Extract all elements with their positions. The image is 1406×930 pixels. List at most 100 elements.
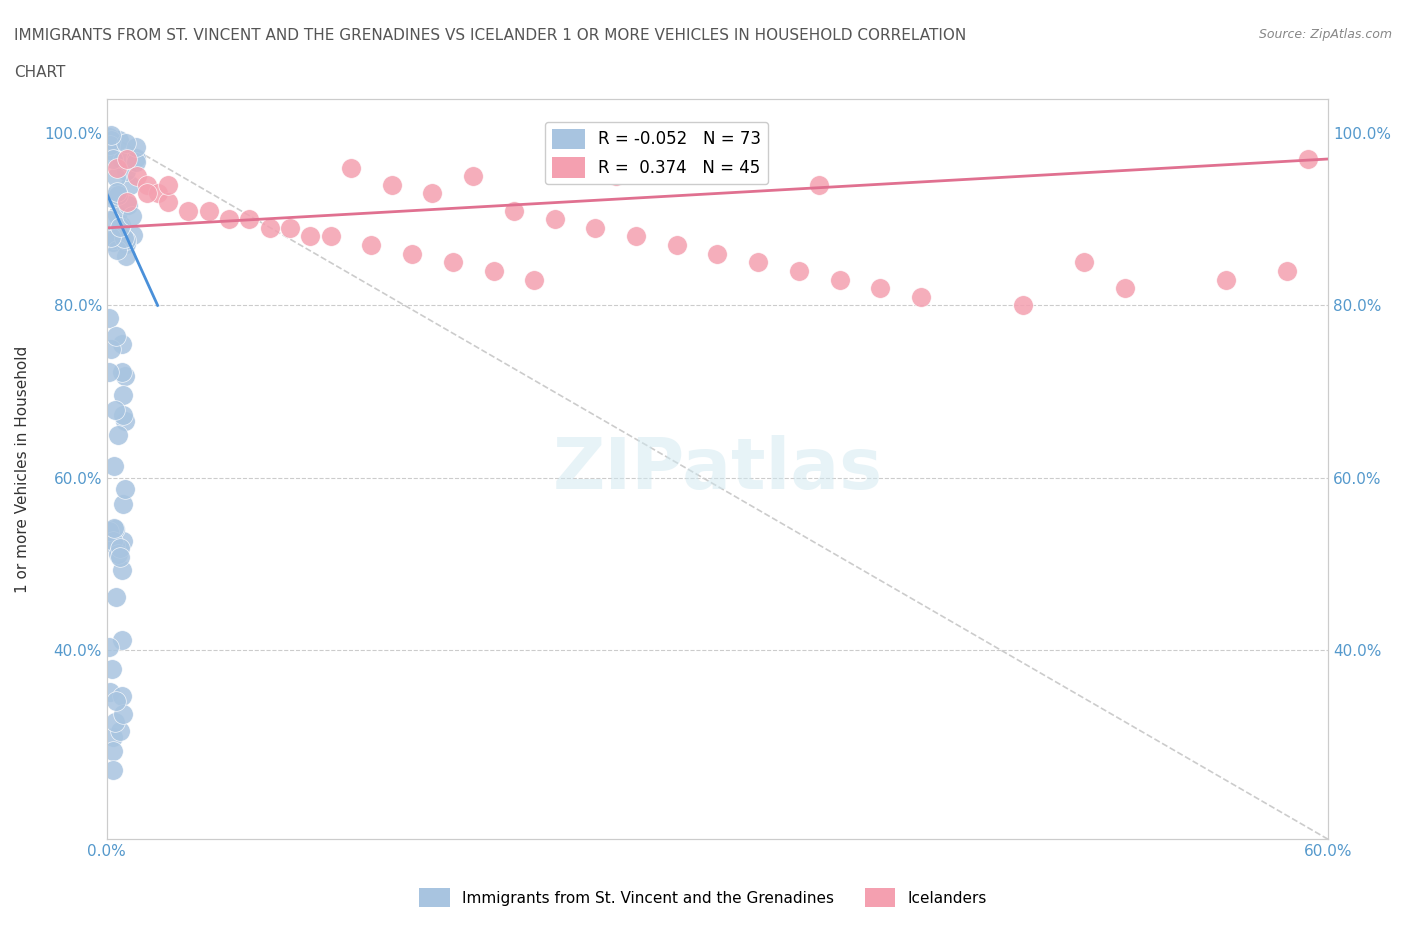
Point: [100, 143, 122, 158]
Point: [103, 403, 125, 418]
Point: [1011, 298, 1033, 312]
Text: ZIPatlas: ZIPatlas: [553, 434, 883, 503]
Point: [125, 151, 148, 166]
Point: [108, 132, 131, 147]
Point: [107, 547, 129, 562]
Point: [218, 212, 240, 227]
Point: [111, 337, 134, 352]
Point: [482, 263, 505, 278]
Point: [114, 136, 136, 151]
Point: [110, 724, 132, 738]
Point: [104, 714, 127, 729]
Point: [104, 522, 127, 537]
Point: [105, 169, 128, 184]
Point: [422, 186, 444, 201]
Point: [103, 234, 125, 249]
Point: [156, 194, 179, 209]
Point: [114, 368, 136, 383]
Point: [605, 168, 627, 183]
Point: [1277, 263, 1299, 278]
Point: [115, 152, 138, 166]
Point: [103, 458, 125, 473]
Point: [105, 160, 128, 175]
Point: [441, 255, 464, 270]
Point: [115, 237, 138, 252]
Point: [100, 127, 122, 142]
Legend: R = -0.052   N = 73, R =  0.374   N = 45: R = -0.052 N = 73, R = 0.374 N = 45: [546, 122, 768, 184]
Point: [125, 154, 148, 169]
Point: [103, 521, 125, 536]
Point: [104, 538, 127, 552]
Point: [103, 232, 125, 246]
Point: [105, 590, 128, 604]
Point: [747, 255, 769, 270]
Point: [98, 138, 121, 153]
Point: [583, 220, 606, 235]
Point: [124, 140, 146, 154]
Text: Source: ZipAtlas.com: Source: ZipAtlas.com: [1258, 28, 1392, 41]
Point: [101, 152, 124, 166]
Point: [115, 164, 138, 179]
Point: [115, 232, 138, 247]
Point: [118, 178, 141, 193]
Point: [115, 194, 138, 209]
Point: [111, 497, 134, 512]
Legend: Immigrants from St. Vincent and the Grenadines, Icelanders: Immigrants from St. Vincent and the Gren…: [413, 883, 993, 913]
Point: [117, 198, 139, 213]
Point: [624, 229, 647, 244]
Point: [146, 186, 169, 201]
Point: [100, 132, 122, 147]
Point: [278, 220, 301, 235]
Point: [101, 762, 124, 777]
Point: [107, 428, 129, 443]
Point: [114, 249, 136, 264]
Point: [108, 219, 131, 234]
Point: [502, 204, 524, 219]
Point: [381, 178, 404, 193]
Point: [98, 129, 121, 144]
Point: [360, 238, 382, 253]
Point: [110, 218, 132, 232]
Point: [156, 178, 179, 193]
Point: [100, 684, 122, 699]
Point: [107, 188, 129, 203]
Point: [299, 229, 322, 244]
Point: [110, 632, 132, 647]
Point: [828, 272, 851, 287]
Point: [319, 229, 342, 244]
Y-axis label: 1 or more Vehicles in Household: 1 or more Vehicles in Household: [15, 345, 30, 592]
Point: [340, 160, 363, 175]
Point: [111, 407, 134, 422]
Point: [706, 246, 728, 261]
Point: [869, 281, 891, 296]
Point: [101, 533, 124, 548]
Point: [127, 168, 149, 183]
Point: [787, 263, 810, 278]
Point: [101, 661, 124, 676]
Point: [121, 209, 143, 224]
Point: [98, 524, 121, 538]
Point: [98, 213, 121, 228]
Point: [110, 550, 132, 565]
Point: [111, 688, 134, 703]
Point: [105, 185, 128, 200]
Point: [111, 153, 134, 168]
Point: [259, 220, 281, 235]
Point: [910, 289, 932, 304]
Point: [665, 238, 688, 253]
Point: [104, 694, 127, 709]
Point: [100, 230, 122, 245]
Point: [543, 212, 565, 227]
Text: IMMIGRANTS FROM ST. VINCENT AND THE GRENADINES VS ICELANDER 1 OR MORE VEHICLES I: IMMIGRANTS FROM ST. VINCENT AND THE GREN…: [14, 28, 966, 43]
Point: [1073, 255, 1095, 270]
Point: [98, 365, 121, 379]
Point: [136, 186, 159, 201]
Point: [114, 481, 136, 496]
Point: [111, 707, 134, 722]
Point: [136, 178, 159, 193]
Point: [110, 540, 132, 555]
Point: [100, 341, 122, 356]
Point: [101, 730, 124, 745]
Point: [238, 212, 260, 227]
Point: [107, 187, 129, 202]
